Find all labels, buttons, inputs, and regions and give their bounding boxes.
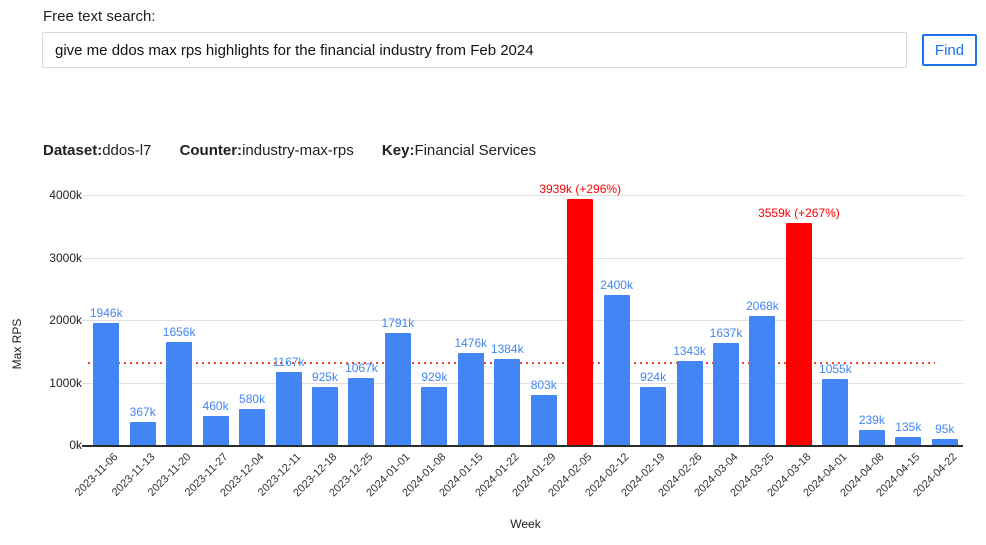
meta-key-label: Key: — [381, 142, 415, 159]
find-button[interactable]: Find — [922, 34, 977, 66]
highlight-annotation: 3939k (+296%) — [539, 181, 622, 196]
meta-dataset-label: Dataset: — [43, 142, 103, 159]
chart-bar[interactable] — [713, 342, 740, 445]
chart-bar[interactable] — [749, 315, 776, 445]
y-axis-tick-label: 1000k — [49, 375, 82, 390]
result-meta: Dataset:ddos-l7 Counter:industry-max-rps… — [43, 142, 560, 159]
chart-bar[interactable] — [494, 358, 521, 445]
meta-dataset-value: ddos-l7 — [102, 142, 152, 159]
x-axis-title: Week — [510, 517, 541, 531]
gridline — [82, 257, 963, 259]
chart-bar[interactable] — [676, 361, 703, 445]
bar-value-label: 1167k — [272, 355, 305, 370]
chart-bar[interactable] — [785, 222, 812, 445]
gridline — [82, 195, 963, 196]
x-axis-labels: 2023-11-06 2023-11-13 2023-11-20 2023-11-27… — [73, 445, 963, 515]
meta-key-value: Financial Services — [414, 142, 537, 159]
bar-value-label: 135k — [895, 419, 922, 434]
bar-value-label: 1055k — [819, 362, 852, 377]
bar-value-label: 460k — [202, 399, 229, 414]
bar-value-label: 1791k — [381, 316, 415, 331]
y-axis-tick-label: 2000k — [49, 313, 82, 327]
chart-bar[interactable] — [822, 379, 849, 445]
chart-bar[interactable] — [603, 295, 630, 445]
bar-value-label: 1656k — [162, 324, 196, 339]
chart-bar[interactable] — [129, 422, 156, 445]
chart-bar[interactable] — [931, 439, 958, 445]
bar-value-label: 803k — [530, 377, 557, 392]
chart-bar[interactable] — [239, 408, 266, 445]
chart-bar[interactable] — [93, 323, 120, 445]
bar-value-label: 925k — [311, 370, 338, 385]
y-axis-tick-label: 3000k — [49, 250, 82, 265]
y-axis-tick-label: 4000k — [49, 188, 82, 202]
y-axis-tick-label: 0k — [69, 438, 82, 452]
bar-value-label: 1067k — [345, 361, 378, 376]
chart-bar[interactable] — [348, 378, 375, 445]
bar-chart: 0k 1000k 2000k 3000k 4000k 1946k 367k 1656k 460k… — [0, 170, 986, 545]
meta-counter-label: Counter: — [179, 142, 243, 159]
chart-bar[interactable] — [202, 416, 229, 445]
chart-bar[interactable] — [567, 198, 594, 445]
gridline — [82, 320, 963, 321]
highlight-annotation: 3559k (+267%) — [758, 205, 840, 220]
chart-bar[interactable] — [384, 333, 411, 445]
search-label: Free text search: — [43, 8, 156, 25]
bar-value-label: 239k — [858, 413, 885, 428]
bar-value-label: 367k — [129, 405, 156, 420]
meta-counter-value: industry-max-rps — [242, 142, 354, 159]
meta-counter: Counter:industry-max-rps — [180, 142, 354, 159]
chart-bar[interactable] — [858, 430, 885, 445]
plot-area: 0k 1000k 2000k 3000k 4000k 1946k 367k 1656k 460k… — [49, 182, 963, 452]
bar-value-label: 924k — [640, 370, 667, 385]
meta-dataset: Dataset:ddos-l7 — [43, 142, 151, 159]
bar-value-label: 580k — [239, 391, 266, 406]
chart-bar[interactable] — [895, 436, 922, 445]
chart-bar[interactable] — [457, 352, 484, 445]
y-axis-title: Max RPS — [10, 318, 24, 370]
gridline — [82, 382, 963, 384]
meta-key: Key:Financial Services — [382, 142, 536, 159]
chart-bar[interactable] — [166, 341, 193, 445]
bar-value-label: 1343k — [673, 344, 706, 359]
chart-bar[interactable] — [275, 372, 302, 445]
bar-value-label: 1384k — [490, 341, 524, 356]
bar-value-label: 2400k — [600, 278, 633, 292]
bar-value-label: 1637k — [709, 325, 743, 340]
chart-bar[interactable] — [421, 386, 448, 445]
bar-value-label: 95k — [935, 422, 955, 437]
x-axis-line — [82, 445, 963, 447]
bar-value-label: 1476k — [454, 335, 488, 350]
search-input[interactable] — [42, 32, 907, 68]
bar-value-label: 929k — [421, 369, 448, 384]
bar-value-label: 1946k — [89, 306, 123, 321]
chart-bar[interactable] — [530, 394, 557, 445]
chart-bar[interactable] — [311, 387, 338, 445]
bar-value-label: 2068k — [746, 298, 779, 313]
chart-bar[interactable] — [640, 387, 667, 445]
